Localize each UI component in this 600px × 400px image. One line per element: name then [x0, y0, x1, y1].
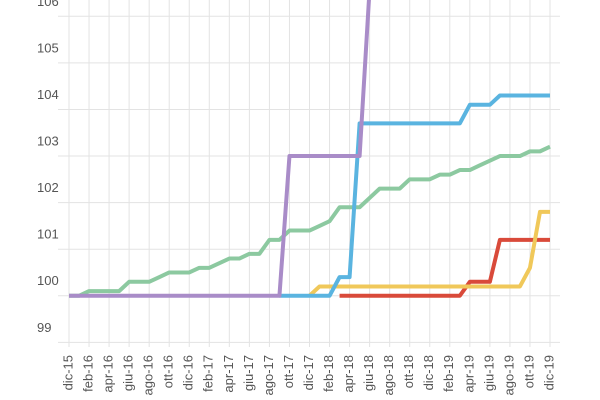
- line-series: [69, 144, 551, 298]
- x-tick-label: ott-17: [281, 355, 296, 388]
- lines: [69, 0, 551, 298]
- x-tick-label: dic-15: [60, 355, 75, 390]
- y-tick-label: 99: [37, 320, 51, 335]
- y-tick-label: 103: [37, 133, 59, 148]
- x-tick-label: giu-18: [361, 355, 376, 391]
- x-tick-label: dic-19: [541, 355, 556, 390]
- y-tick-label: 100: [37, 273, 59, 288]
- x-tick-label: ott-18: [401, 355, 416, 388]
- x-tick-label: giu-19: [481, 355, 496, 391]
- x-tick-label: ago-19: [501, 355, 516, 395]
- line-series: [279, 93, 550, 298]
- x-tick-label: ott-19: [521, 355, 536, 388]
- x-tick-label: feb-17: [201, 355, 216, 392]
- x-tick-label: dic-16: [181, 355, 196, 390]
- x-tick-label: ago-18: [381, 355, 396, 395]
- x-tick-label: feb-16: [80, 355, 95, 392]
- grid: [58, 0, 560, 347]
- y-tick-label: 106: [37, 0, 59, 9]
- x-tick-label: feb-19: [441, 355, 456, 392]
- x-tick-label: giu-17: [241, 355, 256, 391]
- line-series: [339, 237, 550, 298]
- y-tick-label: 105: [37, 40, 59, 55]
- x-tick-label: apr-17: [221, 355, 236, 393]
- x-tick-label: apr-18: [341, 355, 356, 393]
- x-tick-label: ago-16: [141, 355, 156, 395]
- y-tick-label: 101: [37, 227, 59, 242]
- labels: 99 100 101 102 103 104 105 106 dic-15 feb-16 apr-1…: [37, 0, 556, 395]
- x-tick-label: apr-16: [101, 355, 116, 393]
- x-tick-label: apr-19: [461, 355, 476, 393]
- x-tick-label: giu-16: [121, 355, 136, 391]
- x-tick-label: dic-18: [421, 355, 436, 390]
- x-tick-label: feb-18: [321, 355, 336, 392]
- y-tick-label: 104: [37, 87, 59, 102]
- line-series: [308, 209, 550, 298]
- y-tick-label: 102: [37, 180, 59, 195]
- x-tick-label: ago-17: [261, 355, 276, 395]
- x-tick-label: ott-16: [161, 355, 176, 388]
- line-series: [69, 0, 371, 298]
- x-tick-label: dic-17: [301, 355, 316, 390]
